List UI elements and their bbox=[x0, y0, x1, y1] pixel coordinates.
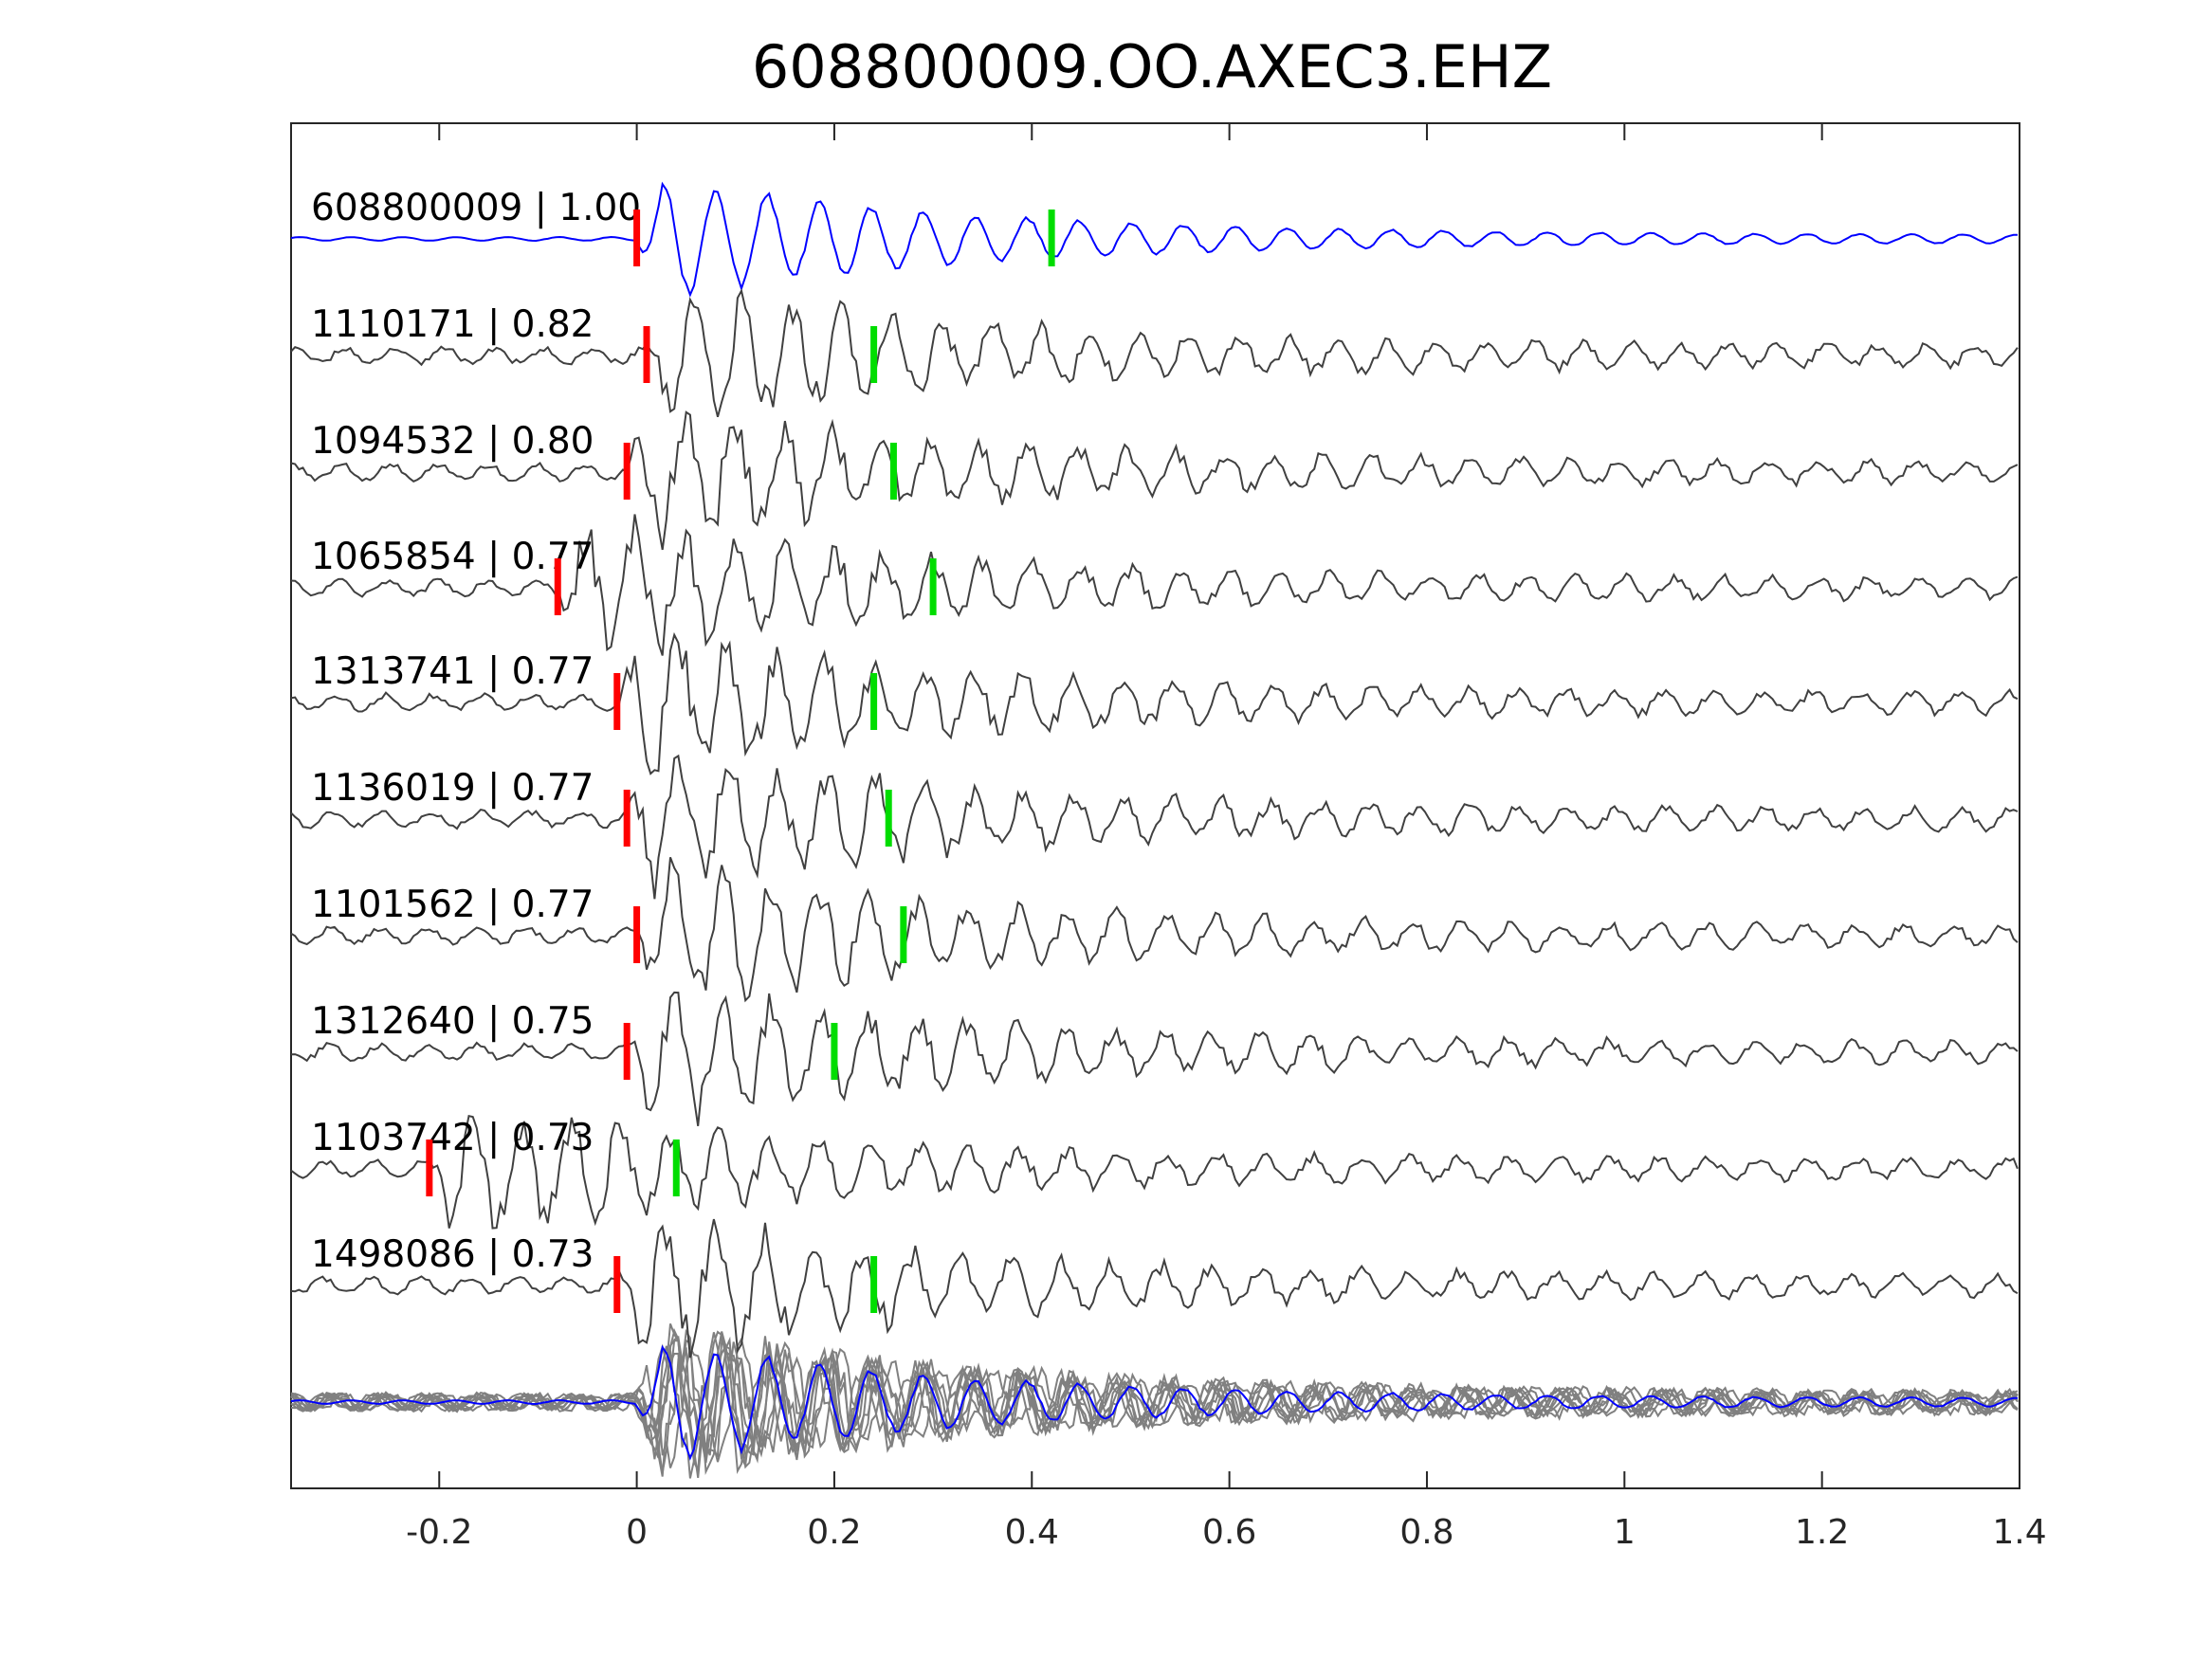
trace-label: 1094532 | 0.80 bbox=[311, 420, 594, 463]
x-tick-label: 0.4 bbox=[1005, 1513, 1059, 1552]
waveform-line bbox=[290, 991, 2019, 1126]
trace-label: 1498086 | 0.73 bbox=[311, 1233, 594, 1276]
p-pick-marker bbox=[643, 326, 650, 383]
trace-608800009: 608800009 | 1.00 bbox=[290, 181, 2018, 298]
x-tick-label: 0 bbox=[626, 1513, 648, 1552]
x-axis: -0.2 0 0.2 0.4 0.6 0.8 1 1.2 1.4 bbox=[406, 123, 2047, 1552]
trace-label: 1101562 | 0.77 bbox=[311, 884, 594, 926]
waveform-line bbox=[290, 410, 2019, 551]
s-pick-marker bbox=[870, 326, 878, 383]
s-pick-marker bbox=[885, 790, 892, 847]
x-tick-label: 1.2 bbox=[1795, 1513, 1849, 1552]
trace-1312640: 1312640 | 0.75 bbox=[290, 991, 2019, 1126]
x-tick-label: -0.2 bbox=[406, 1513, 472, 1552]
trace-1498086: 1498086 | 0.73 bbox=[290, 1218, 2019, 1358]
x-tick-label: 1 bbox=[1614, 1513, 1636, 1552]
trace-label: 1312640 | 0.75 bbox=[311, 1000, 594, 1043]
x-tick-label: 1.4 bbox=[1992, 1513, 2046, 1552]
x-tick-label: 0.6 bbox=[1202, 1513, 1256, 1552]
waveform-line bbox=[290, 514, 2019, 656]
waveform-line bbox=[290, 631, 2019, 775]
x-tick-label: 0.8 bbox=[1399, 1513, 1453, 1552]
waveform-line bbox=[290, 754, 2019, 900]
trace-label: 1103742 | 0.73 bbox=[311, 1117, 594, 1159]
p-pick-marker bbox=[623, 1023, 631, 1080]
p-pick-marker bbox=[613, 1256, 621, 1313]
s-pick-marker bbox=[900, 906, 907, 963]
trace-1313741: 1313741 | 0.77 bbox=[290, 631, 2019, 775]
waveform-line bbox=[290, 181, 2018, 298]
waveform-line bbox=[290, 1218, 2019, 1358]
p-pick-marker bbox=[613, 673, 621, 730]
p-pick-marker bbox=[633, 906, 641, 963]
chart-title: 608800009.OO.AXEC3.EHZ bbox=[752, 32, 1552, 101]
trace-label: 608800009 | 1.00 bbox=[311, 187, 641, 229]
s-pick-marker bbox=[889, 443, 897, 500]
stacked-traces bbox=[290, 1322, 2019, 1479]
trace-1065854: 1065854 | 0.77 bbox=[290, 514, 2019, 656]
s-pick-marker bbox=[831, 1023, 838, 1080]
s-pick-marker bbox=[929, 558, 937, 615]
trace-1094532: 1094532 | 0.80 bbox=[290, 410, 2019, 551]
plot-frame bbox=[290, 122, 2020, 1489]
trace-label: 1313741 | 0.77 bbox=[311, 650, 594, 693]
stacked-waveform-608800009 bbox=[290, 1344, 2018, 1461]
p-pick-marker bbox=[554, 558, 561, 615]
trace-label: 1110171 | 0.82 bbox=[311, 303, 594, 346]
waveform-line bbox=[290, 1115, 2019, 1230]
p-pick-marker bbox=[633, 210, 641, 266]
s-pick-marker bbox=[672, 1139, 680, 1196]
s-pick-marker bbox=[1048, 210, 1055, 266]
x-tick-label: 0.2 bbox=[807, 1513, 861, 1552]
p-pick-marker bbox=[623, 443, 631, 500]
stacked-waveform-1103742 bbox=[290, 1330, 2019, 1474]
trace-1101562: 1101562 | 0.77 bbox=[290, 856, 2019, 1003]
waveform-line bbox=[290, 287, 2019, 418]
s-pick-marker bbox=[870, 1256, 878, 1313]
p-pick-marker bbox=[623, 790, 631, 847]
trace-1136019: 1136019 | 0.77 bbox=[290, 754, 2019, 900]
s-pick-marker bbox=[870, 673, 878, 730]
trace-label: 1136019 | 0.77 bbox=[311, 767, 594, 810]
p-pick-marker bbox=[426, 1139, 433, 1196]
trace-label: 1065854 | 0.77 bbox=[311, 536, 594, 578]
trace-1110171: 1110171 | 0.82 bbox=[290, 287, 2019, 418]
trace-group: 608800009 | 1.00 1110171 | 0.82 1094532 | … bbox=[290, 181, 2019, 1358]
waveform-line bbox=[290, 856, 2019, 1003]
trace-1103742: 1103742 | 0.73 bbox=[290, 1115, 2019, 1230]
